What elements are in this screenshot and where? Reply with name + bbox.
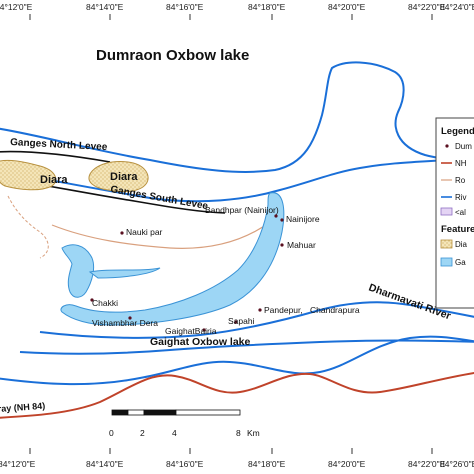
ganges-south-levee-label: Ganges South Levee <box>109 184 209 212</box>
scale-label: 4 <box>172 428 177 438</box>
top-ticks <box>29 14 433 20</box>
place-label: Vishambhar Dera <box>92 318 158 328</box>
place-dot <box>280 218 284 222</box>
legend-diara-symbol <box>440 239 453 249</box>
bottom-longitude-labels: 84°12'0"E 84°14'0"E 84°16'0"E 84°18'0"E … <box>0 459 474 469</box>
ganges-river-lower <box>0 159 446 203</box>
road-nauki <box>51 221 271 249</box>
lon-label: 84°14'0"E <box>86 459 124 469</box>
scale-segment <box>175 409 241 416</box>
lon-label: 84°24'0"E <box>440 2 474 12</box>
nh-84-highway <box>0 371 474 419</box>
legend-item: NH <box>455 159 467 168</box>
diara-label-east: Diara <box>110 171 138 183</box>
place-dot <box>90 298 94 302</box>
place-label: Pandepur, <box>264 305 303 315</box>
legend-item: <al <box>455 208 466 217</box>
legend: Legend Dum NH Ro Riv <al Features Dia Ga <box>435 117 474 309</box>
place-dot <box>128 316 132 320</box>
diara-island-west <box>0 159 57 191</box>
place-label: Nauki par <box>126 227 163 237</box>
legend-dot-symbol <box>445 144 449 148</box>
scale-bar: 0 2 4 8 Km <box>109 409 260 438</box>
place-label: Sapahi <box>228 316 255 326</box>
place-label: GaighatBairia <box>165 326 217 336</box>
legend-lake-symbol <box>440 257 453 267</box>
legend-item: Riv <box>455 193 467 202</box>
legend-item: Dum <box>455 142 472 151</box>
place-label: Chakki <box>92 298 118 308</box>
place-dot <box>202 328 206 332</box>
place-dot <box>234 320 238 324</box>
ganges-north-levee <box>0 150 111 163</box>
lon-label: 84°16'0"E <box>166 2 204 12</box>
dharmavati-river <box>39 301 474 339</box>
scale-unit: Km <box>247 428 260 438</box>
gaighat-oxbow-lake <box>60 192 285 326</box>
place-label: Chandrapura <box>310 305 360 315</box>
lon-label: 84°20'0"E <box>328 2 366 12</box>
lon-label: 84°18'0"E <box>248 459 286 469</box>
scale-segment <box>143 409 177 416</box>
southern-river-channel <box>0 335 474 386</box>
ganges-north-levee-label: Ganges North Levee <box>10 137 108 153</box>
map-title: Dumraon Oxbow lake <box>96 47 249 64</box>
legend-other-symbol <box>440 207 453 216</box>
legend-feature-item: Dia <box>455 240 468 249</box>
lon-label: 84°12'0"E <box>0 2 33 12</box>
scale-segment <box>111 409 129 416</box>
legend-heading: Legend <box>441 126 474 137</box>
lon-label: 84°18'0"E <box>248 2 286 12</box>
lon-label: 84°16'0"E <box>166 459 204 469</box>
legend-feature-item: Ga <box>455 258 466 267</box>
place-markers <box>90 214 284 332</box>
scale-label: 8 <box>236 428 241 438</box>
place-dot <box>280 243 284 247</box>
lon-label: 84°26'0"E <box>440 459 474 469</box>
place-dot <box>274 214 278 218</box>
gaighat-oxbow-lake-label: Gaighat Oxbow lake <box>150 336 251 348</box>
lon-label: 84°14'0"E <box>86 2 124 12</box>
oxbow-lake-east-arm <box>88 267 161 279</box>
bottom-ticks <box>29 448 433 454</box>
place-dot <box>258 308 262 312</box>
scale-label: 2 <box>140 428 145 438</box>
scale-label: 0 <box>109 428 114 438</box>
ganges-river-upper <box>0 61 474 173</box>
lon-label: 84°22'0"E <box>408 459 446 469</box>
diara-island-east <box>88 161 149 193</box>
lon-label: 84°20'0"E <box>328 459 366 469</box>
oxbow-lake-arm <box>61 244 95 298</box>
top-longitude-labels: 84°12'0"E 84°14'0"E 84°16'0"E 84°18'0"E … <box>0 2 474 12</box>
place-label: Nainijore <box>286 214 320 224</box>
place-label: Bandhpar (Nainijor) <box>205 205 279 215</box>
legend-features-heading: Features <box>441 224 474 235</box>
diara-label-west: Diara <box>40 174 68 186</box>
nh-84-label: ray (NH 84) <box>0 401 46 414</box>
scale-segment <box>127 409 145 416</box>
legend-item: Ro <box>455 176 466 185</box>
place-label: Mahuar <box>287 240 316 250</box>
lon-label: 84°12'0"E <box>0 459 36 469</box>
place-dot <box>120 231 124 235</box>
road-west <box>7 195 49 259</box>
lon-label: 84°22'0"E <box>408 2 446 12</box>
